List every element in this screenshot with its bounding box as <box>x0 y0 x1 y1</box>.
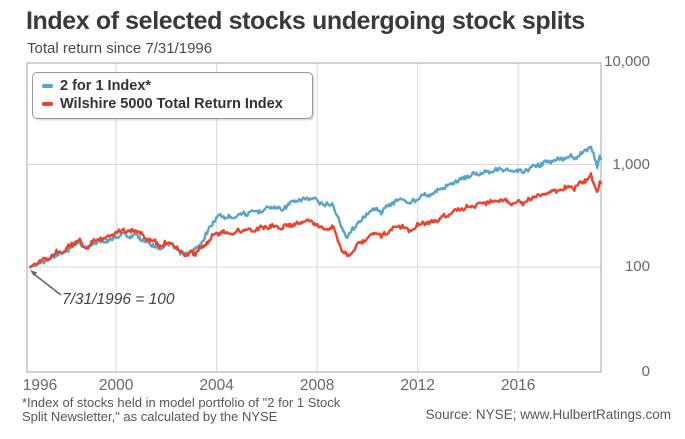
legend-item-wilshire: Wilshire 5000 Total Return Index <box>42 95 303 113</box>
x-axis-tick-label: 1996 <box>22 377 58 394</box>
annotation-arrowhead-icon <box>30 270 38 277</box>
annotation-arrow-line <box>34 273 62 296</box>
x-axis-tick-label: 2016 <box>500 377 536 394</box>
legend-item-2for1: 2 for 1 Index* <box>42 77 303 95</box>
legend: 2 for 1 Index* Wilshire 5000 Total Retur… <box>32 72 313 119</box>
y-axis-tick-label: 10,000 <box>604 53 650 70</box>
chart-subtitle: Total return since 7/31/1996 <box>27 40 213 57</box>
start-annotation-label: 7/31/1996 = 100 <box>62 291 175 308</box>
y-axis-tick-label: 1,000 <box>612 155 650 173</box>
plot-border <box>26 62 602 373</box>
footnote-line-2: Split Newsletter," as calculated by the … <box>22 409 278 424</box>
y-axis-tick-label: 100 <box>624 258 650 275</box>
y-axis-tick-label: 0 <box>641 363 650 380</box>
x-axis-tick-label: 2004 <box>199 377 234 394</box>
x-axis-tick-label: 2000 <box>98 377 134 394</box>
legend-label-2for1: 2 for 1 Index* <box>60 78 152 94</box>
footnote-line-1: *Index of stocks held in model portfolio… <box>22 395 341 410</box>
legend-label-wilshire: Wilshire 5000 Total Return Index <box>60 96 283 112</box>
x-axis-tick-label: 2012 <box>400 377 435 394</box>
legend-marker-2for1-icon <box>42 84 53 88</box>
chart-title: Index of selected stocks undergoing stoc… <box>26 7 585 35</box>
legend-marker-wilshire-icon <box>42 102 53 106</box>
source-credit: Source: NYSE; www.HulbertRatings.com <box>425 407 671 422</box>
series-line-wilshire-5000-total-return-index <box>29 172 603 269</box>
x-axis-tick-label: 2008 <box>299 377 335 394</box>
